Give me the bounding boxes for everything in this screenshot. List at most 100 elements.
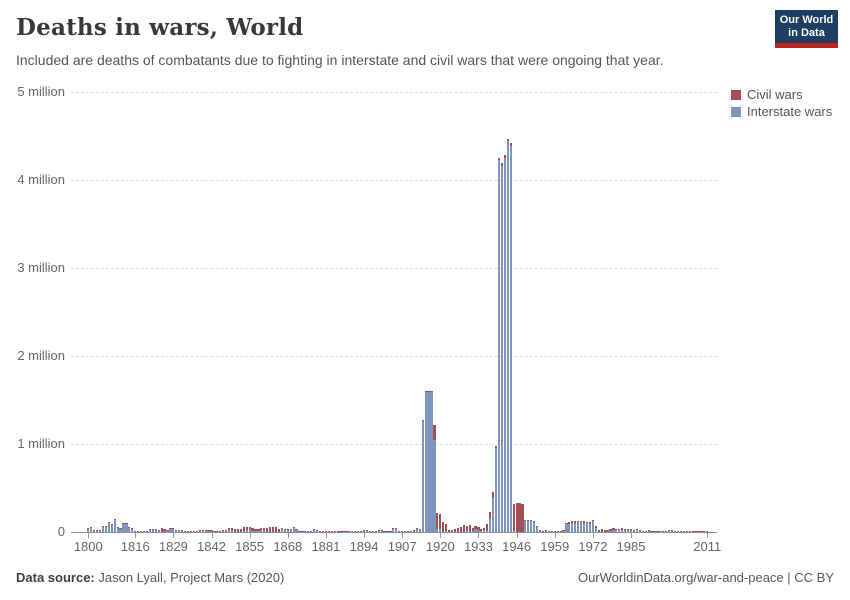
bar-interstate-1949[interactable] xyxy=(524,521,527,532)
bar-civil-1889[interactable] xyxy=(348,531,351,532)
bar-civil-1933[interactable] xyxy=(477,527,480,531)
bar-civil-1892[interactable] xyxy=(357,531,360,532)
bar-civil-1837[interactable] xyxy=(195,530,198,532)
bar-interstate-1813[interactable] xyxy=(125,522,128,532)
bar-interstate-1999[interactable] xyxy=(670,530,674,532)
bar-interstate-1953[interactable] xyxy=(536,526,539,532)
bar-interstate-1939[interactable] xyxy=(494,448,498,532)
bar-civil-1833[interactable] xyxy=(184,530,187,532)
bar-civil-1922[interactable] xyxy=(445,524,448,532)
bar-interstate-1808[interactable] xyxy=(110,524,113,532)
bar-interstate-1931[interactable] xyxy=(471,531,474,532)
bar-interstate-1980[interactable] xyxy=(615,529,618,532)
bar-civil-1977[interactable] xyxy=(606,529,609,532)
bar-civil-1946[interactable] xyxy=(515,503,518,532)
bar-interstate-1800[interactable] xyxy=(87,528,90,532)
bar-interstate-1895[interactable] xyxy=(365,531,369,532)
bar-civil-1848[interactable] xyxy=(228,528,231,531)
bar-civil-1982[interactable] xyxy=(621,528,624,530)
bar-civil-1952[interactable] xyxy=(533,520,536,522)
bar-civil-1994[interactable] xyxy=(656,530,659,532)
bar-civil-1997[interactable] xyxy=(665,530,668,532)
bar-civil-2008[interactable] xyxy=(697,531,700,532)
bar-interstate-1816[interactable] xyxy=(134,530,137,532)
bar-interstate-1823[interactable] xyxy=(154,530,157,532)
bar-civil-1954[interactable] xyxy=(538,529,542,532)
bar-interstate-1904[interactable] xyxy=(392,528,395,532)
bar-civil-1830[interactable] xyxy=(175,530,178,532)
bar-civil-1893[interactable] xyxy=(360,531,363,532)
bar-civil-2004[interactable] xyxy=(685,531,688,532)
bar-interstate-1917[interactable] xyxy=(430,392,433,532)
bar-civil-1935[interactable] xyxy=(483,528,486,531)
bar-civil-1939[interactable] xyxy=(494,445,498,449)
bar-civil-1901[interactable] xyxy=(383,530,386,532)
bar-civil-1905[interactable] xyxy=(395,527,398,529)
bar-interstate-1978[interactable] xyxy=(609,531,612,532)
bar-interstate-1831[interactable] xyxy=(178,531,181,532)
bar-interstate-1822[interactable] xyxy=(151,529,154,532)
footer-citation-link[interactable]: OurWorldinData.org/war-and-peace | CC BY xyxy=(577,570,834,585)
bar-civil-1832[interactable] xyxy=(181,530,184,532)
bar-civil-1938[interactable] xyxy=(492,492,495,498)
bar-interstate-1988[interactable] xyxy=(638,530,641,532)
bar-civil-1862[interactable] xyxy=(269,527,272,532)
bar-civil-1963[interactable] xyxy=(565,522,568,525)
bar-interstate-1883[interactable] xyxy=(330,531,333,532)
bar-interstate-1969[interactable] xyxy=(582,522,586,532)
bar-civil-1896[interactable] xyxy=(368,530,371,532)
bar-civil-1847[interactable] xyxy=(225,529,228,531)
bar-interstate-1804[interactable] xyxy=(98,529,102,532)
bar-civil-1854[interactable] xyxy=(245,527,248,530)
bar-interstate-1858[interactable] xyxy=(257,531,260,532)
bar-interstate-1814[interactable] xyxy=(128,527,131,532)
bar-civil-1981[interactable] xyxy=(618,528,621,530)
bar-civil-1968[interactable] xyxy=(580,520,583,522)
legend-item-civil-wars[interactable]: Civil wars xyxy=(731,87,803,102)
bar-civil-1948[interactable] xyxy=(521,504,524,532)
bar-civil-1891[interactable] xyxy=(354,531,357,532)
bar-civil-1965[interactable] xyxy=(571,521,574,523)
bar-civil-2011[interactable] xyxy=(706,531,709,532)
bar-interstate-1920[interactable] xyxy=(439,529,442,532)
bar-civil-1983[interactable] xyxy=(624,528,627,530)
bar-civil-1999[interactable] xyxy=(670,530,674,531)
bar-civil-1834[interactable] xyxy=(186,530,190,532)
bar-interstate-1802[interactable] xyxy=(93,530,96,532)
bar-interstate-1810[interactable] xyxy=(116,527,119,532)
bar-civil-1957[interactable] xyxy=(547,530,550,532)
bar-civil-1926[interactable] xyxy=(456,527,460,532)
bar-interstate-1982[interactable] xyxy=(621,529,624,532)
bar-civil-1857[interactable] xyxy=(254,528,257,532)
bar-interstate-1855[interactable] xyxy=(248,529,251,532)
bar-civil-1864[interactable] xyxy=(274,527,278,532)
bar-interstate-1900[interactable] xyxy=(380,530,383,532)
bar-interstate-1899[interactable] xyxy=(377,531,380,532)
bar-civil-1919[interactable] xyxy=(436,512,439,530)
bar-civil-1890[interactable] xyxy=(351,531,354,532)
bar-civil-1846[interactable] xyxy=(222,530,225,531)
bar-interstate-1879[interactable] xyxy=(318,531,322,532)
bar-interstate-1973[interactable] xyxy=(594,527,597,532)
bar-civil-1992[interactable] xyxy=(650,530,653,532)
bar-civil-1907[interactable] xyxy=(401,531,404,532)
bar-civil-1870[interactable] xyxy=(292,526,295,528)
bar-civil-1953[interactable] xyxy=(536,525,539,527)
bar-interstate-1880[interactable] xyxy=(321,531,325,532)
bar-civil-1920[interactable] xyxy=(439,513,442,530)
bar-interstate-1811[interactable] xyxy=(119,528,122,532)
bar-civil-1918[interactable] xyxy=(433,424,436,440)
bar-civil-1863[interactable] xyxy=(272,527,275,532)
bar-interstate-1871[interactable] xyxy=(295,530,298,532)
bar-interstate-1986[interactable] xyxy=(632,530,636,532)
bar-civil-1900[interactable] xyxy=(380,529,383,531)
bar-civil-1899[interactable] xyxy=(377,530,380,532)
bar-civil-1979[interactable] xyxy=(612,527,615,531)
bar-civil-1824[interactable] xyxy=(157,529,160,531)
bar-interstate-1941[interactable] xyxy=(500,165,504,532)
bar-civil-2010[interactable] xyxy=(703,531,706,532)
bar-civil-1930[interactable] xyxy=(468,525,471,532)
bar-civil-1841[interactable] xyxy=(207,530,210,531)
bar-interstate-1860[interactable] xyxy=(263,531,266,532)
bar-civil-1929[interactable] xyxy=(465,525,468,532)
